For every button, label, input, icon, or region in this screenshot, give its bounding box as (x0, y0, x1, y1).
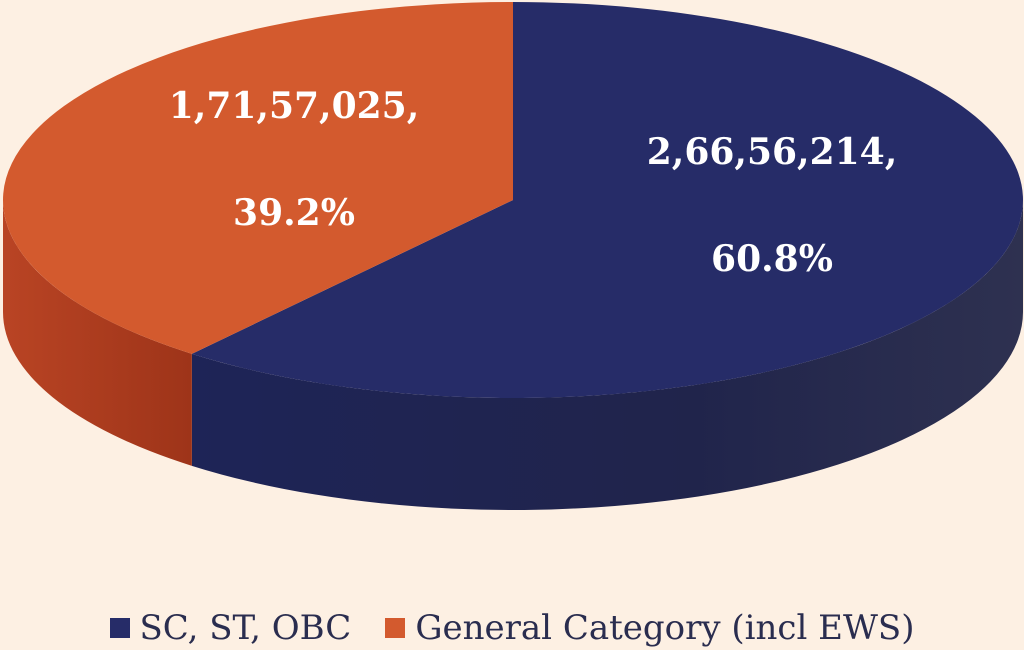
legend-item-sc-st-obc: SC, ST, OBC (109, 608, 352, 648)
legend-item-general-category: General Category (incl EWS) (385, 608, 914, 648)
legend-swatch-sc-st-obc (109, 618, 130, 638)
legend-label-general-category: General Category (incl EWS) (415, 608, 915, 648)
pie-side-0 (191, 200, 1023, 511)
pie-sides (3, 200, 1023, 511)
legend: SC, ST, OBC General Category (incl EWS) (0, 606, 1024, 650)
data-label-sc-st-obc-value: 2,66,56,214, (647, 131, 898, 173)
pie-slice-0 (191, 2, 1023, 399)
data-label-general-value: 1,71,57,025, (169, 85, 420, 127)
data-label-general-percent: 39.2% (233, 192, 355, 234)
pie-slice-1 (2, 2, 513, 354)
data-label-sc-st-obc-percent: 60.8% (711, 238, 833, 280)
pie-top (2, 2, 1023, 399)
legend-swatch-general-category (385, 618, 406, 638)
pie-side-1 (3, 200, 192, 466)
legend-label-sc-st-obc: SC, ST, OBC (139, 608, 352, 648)
